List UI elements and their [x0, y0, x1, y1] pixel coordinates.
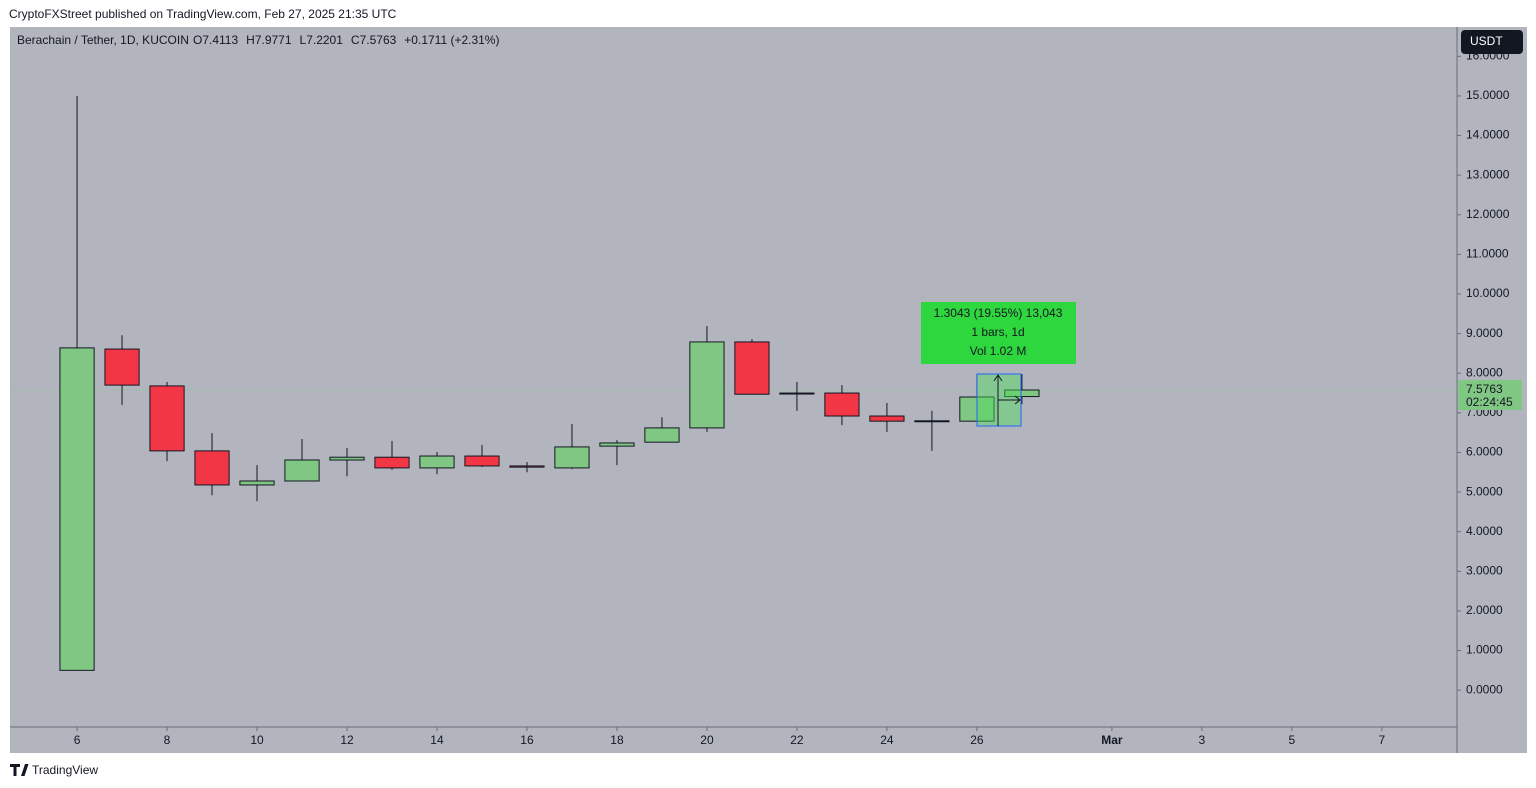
currency-label: USDT: [1470, 34, 1503, 48]
x-tick-label: 5: [1289, 733, 1296, 747]
x-tick-label: 10: [250, 733, 264, 747]
chart-layer: 0.0000 1.0000 2.0000 3.0000 4.0000 5.0000 6.00…: [10, 48, 1522, 747]
x-tick-label: 22: [790, 733, 804, 747]
x-tick-label: 6: [74, 733, 81, 747]
y-tick-label: 14.0000: [1466, 128, 1510, 142]
x-tick-label: 26: [970, 733, 984, 747]
y-tick-label: 11.0000: [1466, 247, 1509, 261]
countdown-label: 02:24:45: [1466, 395, 1513, 409]
ohlc-field: O7.4113: [193, 33, 238, 47]
x-tick-label: 8: [164, 733, 171, 747]
candle-body: [644, 427, 680, 443]
y-tick-label: 8.0000: [1466, 365, 1503, 379]
candle-body: [599, 442, 635, 447]
x-tick-label: 24: [880, 733, 894, 747]
y-tick-label: 3.0000: [1466, 563, 1503, 577]
symbol-title: Berachain / Tether, 1D, KUCOIN: [17, 33, 189, 47]
ohlc-field: +0.1711 (+2.31%): [404, 33, 499, 47]
y-tick-label: 15.0000: [1466, 88, 1510, 102]
y-tick-label: 2.0000: [1466, 603, 1503, 617]
currency-button[interactable]: [1461, 30, 1523, 54]
time-axis: [10, 727, 1457, 753]
measure-line: 1.3043 (19.55%) 13,043: [934, 306, 1063, 320]
candle-body: [374, 456, 410, 469]
candle-body: [509, 465, 545, 468]
brand-logo: [10, 764, 29, 776]
y-tick-label: 13.0000: [1466, 167, 1510, 181]
x-tick-label: 7: [1379, 733, 1386, 747]
last-price-badge: [1458, 380, 1522, 411]
y-tick-label: 12.0000: [1466, 207, 1510, 221]
x-tick-label: 12: [340, 733, 354, 747]
last-price-label: 7.5763: [1466, 382, 1503, 396]
measure-arrows: [993, 374, 1021, 426]
candle-body: [149, 385, 185, 452]
x-tick-label: 18: [610, 733, 624, 747]
candle-body: [194, 450, 230, 486]
x-tick-label: Mar: [1101, 733, 1123, 747]
candle-body: [419, 455, 455, 469]
ohlc-fields: O7.4113 H7.9771 L7.2201 C7.5763 +0.1711 (+2.…: [193, 33, 499, 47]
candle-body: [734, 341, 770, 395]
candle-body: [104, 348, 140, 386]
candle-body: [779, 392, 815, 395]
y-tick-label: 4.0000: [1466, 524, 1503, 538]
candle-body: [329, 456, 365, 461]
x-tick-label: 20: [700, 733, 714, 747]
y-tick-label: 0.0000: [1466, 682, 1503, 696]
y-tick-label: 1.0000: [1466, 643, 1503, 657]
y-tick-label: 6.0000: [1466, 445, 1503, 459]
candle-body: [464, 455, 500, 467]
candle-body: [1004, 389, 1040, 398]
x-tick-label: 3: [1199, 733, 1206, 747]
ohlc-field: C7.5763: [351, 33, 397, 47]
publisher-note: CryptoFXStreet published on TradingView.…: [9, 7, 397, 21]
candle-body: [239, 480, 275, 486]
brand-name: TradingView: [32, 763, 98, 777]
plot-area: [10, 27, 1457, 727]
candle-body: [59, 347, 95, 671]
ohlc-field: H7.9771: [246, 33, 292, 47]
measure-line: 1 bars, 1d: [971, 325, 1024, 339]
y-tick-label: 10.0000: [1466, 286, 1510, 300]
measure-line: Vol 1.02 M: [970, 344, 1027, 358]
measure-tooltip: [921, 302, 1076, 364]
candle-body: [914, 420, 950, 423]
x-tick-label: 14: [430, 733, 444, 747]
candle-body: [869, 415, 905, 422]
candle-body: [824, 392, 860, 417]
x-tick-label: 16: [520, 733, 534, 747]
candle-body: [689, 341, 725, 429]
ohlc-field: L7.2201: [300, 33, 344, 47]
candle-body: [554, 446, 590, 469]
y-tick-label: 5.0000: [1466, 484, 1503, 498]
y-tick-label: 9.0000: [1466, 326, 1503, 340]
candle-body: [284, 459, 320, 482]
